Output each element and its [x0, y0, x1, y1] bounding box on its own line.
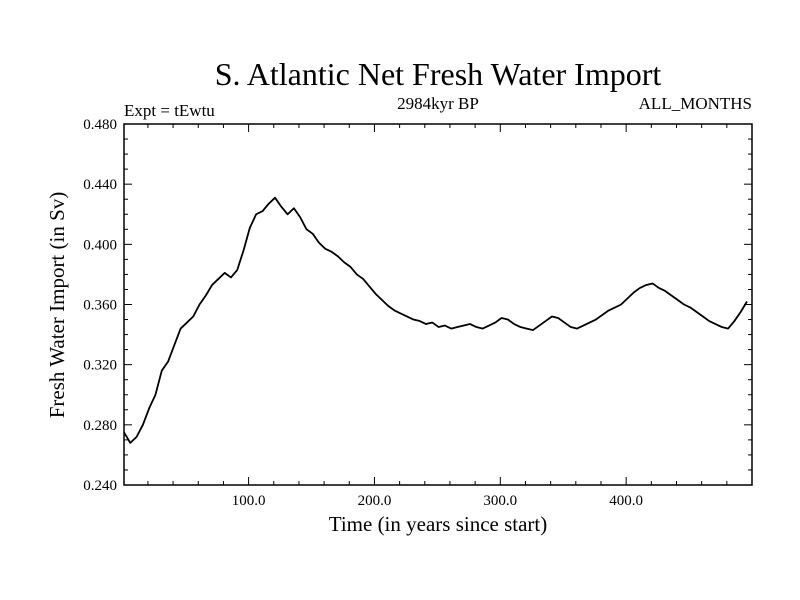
x-tick-label: 400.0 — [609, 493, 643, 509]
y-tick-label: 0.280 — [83, 418, 117, 434]
x-tick-label: 100.0 — [232, 493, 266, 509]
chart-title: S. Atlantic Net Fresh Water Import — [215, 56, 662, 92]
plot-frame — [123, 123, 753, 486]
y-axis-label: Fresh Water Import (in Sv) — [45, 192, 69, 419]
period-label: 2984kyr BP — [397, 94, 479, 113]
y-tick-label: 0.240 — [83, 478, 117, 494]
experiment-label: Expt = tEwtu — [124, 101, 215, 120]
tick-labels: 0.240 0.280 0.320 0.360 0.400 0.440 0.480 100.0… — [83, 117, 643, 509]
x-tick-label: 300.0 — [483, 493, 517, 509]
x-tick-label: 200.0 — [358, 493, 392, 509]
y-tick-label: 0.440 — [83, 177, 117, 193]
y-tick-label: 0.320 — [83, 358, 117, 374]
y-tick-label: 0.360 — [83, 298, 117, 314]
months-label: ALL_MONTHS — [639, 94, 752, 113]
y-tick-label: 0.480 — [83, 117, 117, 133]
x-axis-label: Time (in years since start) — [329, 512, 548, 536]
axis-ticks — [124, 123, 752, 486]
series-line — [123, 196, 748, 444]
y-tick-label: 0.400 — [83, 237, 117, 253]
